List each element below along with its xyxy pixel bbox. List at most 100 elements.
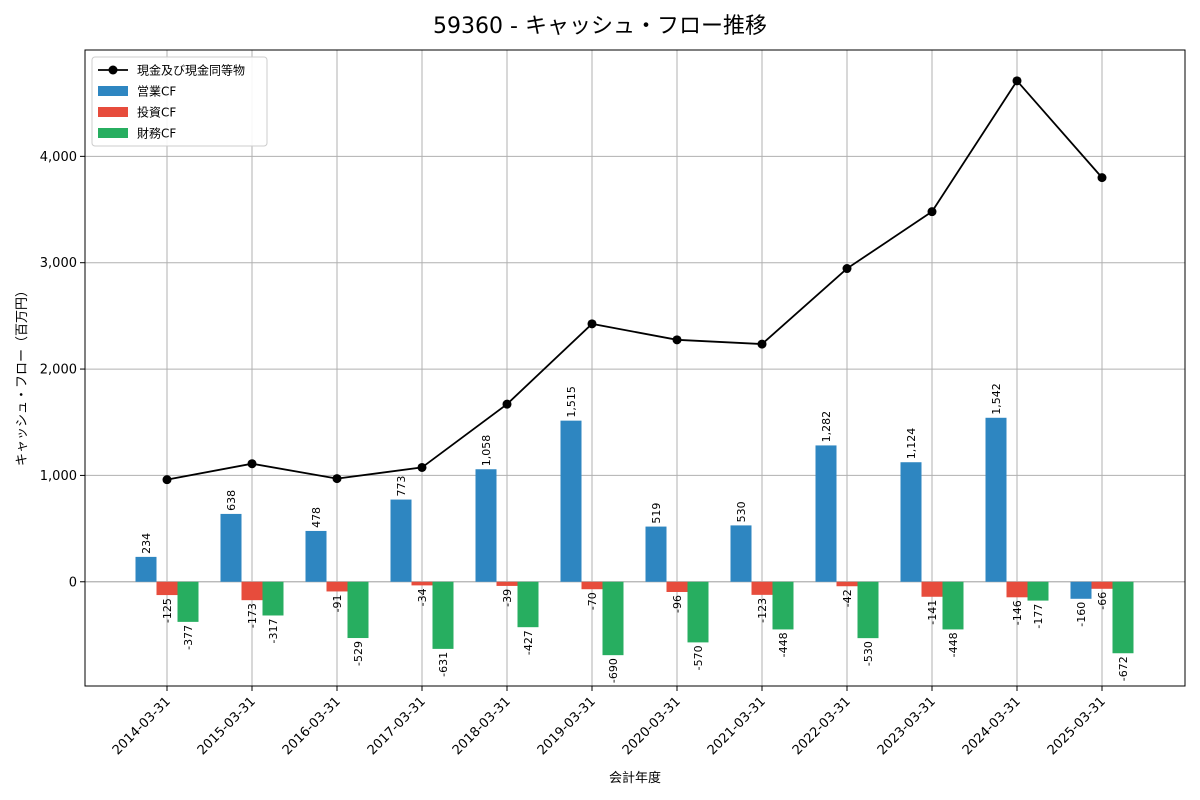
bars xyxy=(135,417,1134,656)
bar-value-label: -173 xyxy=(246,603,259,628)
bar-value-label: -141 xyxy=(926,600,939,625)
x-tick-label: 2024-03-31 xyxy=(960,694,1024,758)
bar xyxy=(475,469,497,582)
x-tick-label: 2022-03-31 xyxy=(790,694,854,758)
bar-value-label: -529 xyxy=(352,641,365,666)
x-tick-label: 2018-03-31 xyxy=(450,694,514,758)
bar-value-label: -70 xyxy=(586,592,599,610)
bar-value-label: -66 xyxy=(1096,592,1109,610)
bar xyxy=(836,581,858,587)
plot-frame xyxy=(84,49,1186,687)
cash-line-point xyxy=(247,459,257,469)
bar-value-label: 234 xyxy=(140,533,153,554)
x-tick-label: 2014-03-31 xyxy=(110,694,174,758)
bar-value-label: -125 xyxy=(161,598,174,623)
x-tick-label: 2025-03-31 xyxy=(1045,694,1109,758)
cash-line-point xyxy=(1012,76,1022,86)
cash-line-point xyxy=(587,319,597,329)
bar xyxy=(220,513,242,582)
bar xyxy=(730,525,752,582)
bar xyxy=(156,581,178,596)
x-tick-label: 2016-03-31 xyxy=(280,694,344,758)
bar-value-label: -177 xyxy=(1032,604,1045,629)
y-tick-label: 4,000 xyxy=(40,150,77,165)
bar-value-label: -34 xyxy=(416,588,429,606)
y-axis-ticks: 0 1,000 2,000 3,000 4,000 xyxy=(40,150,85,590)
bar xyxy=(921,581,943,597)
bar-value-label: -631 xyxy=(437,652,450,677)
legend-label: 投資CF xyxy=(137,105,176,120)
bar xyxy=(815,445,837,582)
legend-bar-swatch xyxy=(98,107,128,117)
bar-value-label: 519 xyxy=(650,503,663,524)
bar-value-label: 1,124 xyxy=(905,428,918,460)
x-axis-label: 会計年度 xyxy=(609,770,661,786)
bar xyxy=(857,581,879,639)
bar-value-label: 638 xyxy=(225,490,238,511)
y-tick-label: 0 xyxy=(69,575,77,590)
bar-value-label: -123 xyxy=(756,598,769,623)
bar-value-label: -146 xyxy=(1011,600,1024,625)
bar xyxy=(560,420,582,582)
y-tick-label: 2,000 xyxy=(40,363,77,378)
bar xyxy=(326,581,348,592)
bar xyxy=(1027,581,1049,601)
legend-label: 営業CF xyxy=(137,85,176,99)
legend-box xyxy=(91,56,268,147)
bar-value-label: -42 xyxy=(841,589,854,607)
bar xyxy=(602,581,624,656)
bar xyxy=(581,581,603,590)
bar xyxy=(900,462,922,582)
chart-title: 59360 - キャッシュ・フロー推移 xyxy=(433,14,767,39)
bar-value-label: -530 xyxy=(862,641,875,666)
bar xyxy=(985,417,1007,582)
bar xyxy=(432,581,454,649)
cash-line-point xyxy=(417,462,427,472)
bar-value-label: 1,515 xyxy=(565,386,578,418)
bar xyxy=(1091,581,1113,589)
cash-line-point xyxy=(332,474,342,484)
cash-line-point xyxy=(927,207,937,217)
bar-value-label: -96 xyxy=(671,595,684,613)
bar-value-label: -690 xyxy=(607,658,620,683)
bar xyxy=(645,526,667,582)
legend-bar-swatch xyxy=(98,86,128,96)
bar-labels: 234 638 478 773 1,058 1,515 519 530 1,282 1,124 1,… xyxy=(140,383,1130,683)
y-tick-label: 1,000 xyxy=(40,469,77,484)
bar-value-label: 1,542 xyxy=(990,383,1003,415)
cash-line-point xyxy=(842,264,852,274)
x-tick-label: 2017-03-31 xyxy=(365,694,429,758)
bar-value-label: 1,282 xyxy=(820,411,833,443)
cash-line-path xyxy=(166,79,1103,481)
cash-line-point xyxy=(502,399,512,409)
bar-value-label: -427 xyxy=(522,630,535,655)
x-tick-label: 2023-03-31 xyxy=(875,694,939,758)
x-tick-label: 2015-03-31 xyxy=(195,694,259,758)
cash-line-point xyxy=(757,339,767,349)
x-tick-label: 2020-03-31 xyxy=(620,694,684,758)
bar-value-label: -39 xyxy=(501,589,514,607)
bar-value-label: -672 xyxy=(1117,656,1130,681)
bar-value-label: 1,058 xyxy=(480,435,493,467)
bar-value-label: 773 xyxy=(395,476,408,497)
bar xyxy=(942,581,964,630)
bar-value-label: -91 xyxy=(331,594,344,612)
bar-value-label: -160 xyxy=(1075,602,1088,627)
bar xyxy=(1112,581,1134,654)
x-axis-ticks: 2014-03-31 2015-03-31 2016-03-31 2017-03-31… xyxy=(110,686,1109,758)
x-tick-label: 2019-03-31 xyxy=(535,694,599,758)
bar xyxy=(135,556,157,582)
bar xyxy=(1070,581,1092,599)
cash-line-point xyxy=(1097,173,1107,183)
cash-line xyxy=(162,76,1107,485)
bar-value-label: 530 xyxy=(735,501,748,522)
bar xyxy=(390,499,412,582)
grid xyxy=(85,50,1185,686)
legend-marker xyxy=(108,65,118,75)
bar-value-label: -570 xyxy=(692,645,705,670)
cash-line-point xyxy=(672,335,682,345)
bar xyxy=(347,581,369,639)
cash-line-point xyxy=(162,475,172,485)
